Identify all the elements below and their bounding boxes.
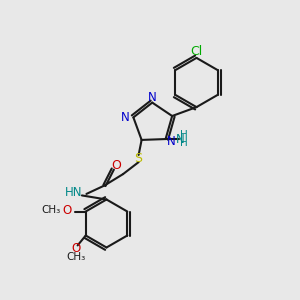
- Text: H: H: [180, 130, 188, 140]
- Text: H: H: [180, 138, 188, 148]
- Text: N: N: [176, 133, 184, 146]
- Text: O: O: [71, 242, 81, 255]
- Text: N: N: [167, 135, 176, 148]
- Text: O: O: [111, 159, 121, 172]
- Text: CH₃: CH₃: [67, 252, 86, 262]
- Text: S: S: [135, 152, 142, 165]
- Text: HN: HN: [65, 186, 83, 199]
- Text: N: N: [121, 111, 130, 124]
- Text: N: N: [148, 91, 157, 104]
- Text: Cl: Cl: [190, 45, 202, 58]
- Text: CH₃: CH₃: [42, 205, 61, 215]
- Text: O: O: [63, 204, 72, 217]
